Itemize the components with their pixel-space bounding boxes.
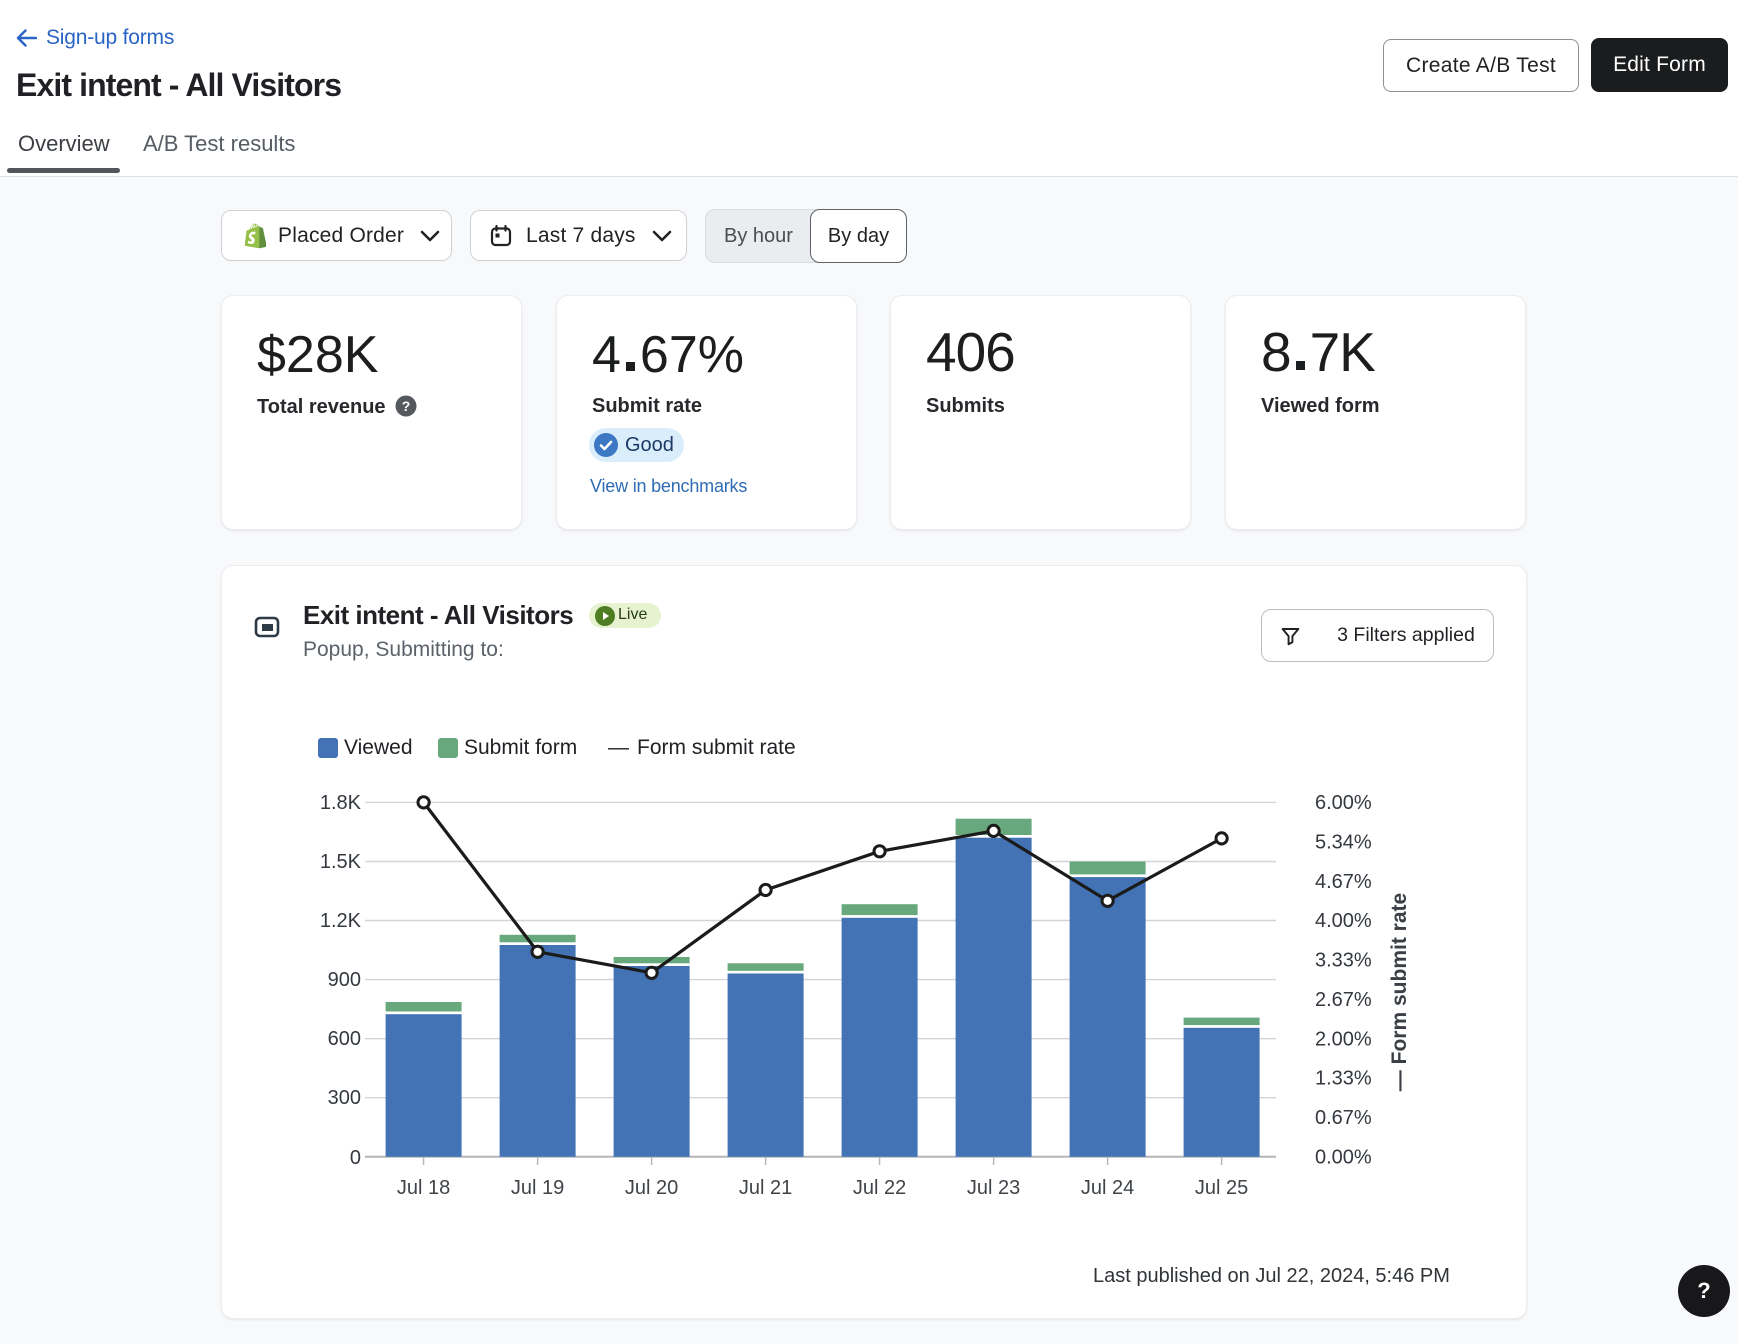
svg-text:Jul 22: Jul 22: [853, 1177, 906, 1199]
svg-text:1.33%: 1.33%: [1315, 1068, 1372, 1090]
svg-text:900: 900: [328, 969, 361, 991]
svg-text:5.34%: 5.34%: [1315, 831, 1372, 853]
svg-text:2.67%: 2.67%: [1315, 989, 1372, 1011]
svg-text:6.00%: 6.00%: [1315, 792, 1372, 814]
svg-text:Jul 19: Jul 19: [511, 1177, 564, 1199]
svg-text:Jul 24: Jul 24: [1081, 1177, 1134, 1199]
svg-text:2.00%: 2.00%: [1315, 1028, 1372, 1050]
svg-text:300: 300: [328, 1087, 361, 1109]
svg-text:3.33%: 3.33%: [1315, 950, 1372, 972]
svg-text:0: 0: [350, 1147, 361, 1169]
svg-text:1.2K: 1.2K: [320, 910, 362, 932]
svg-text:4.67%: 4.67%: [1315, 871, 1372, 893]
svg-text:1.8K: 1.8K: [320, 792, 362, 814]
svg-text:0.67%: 0.67%: [1315, 1107, 1372, 1129]
svg-text:Jul 25: Jul 25: [1195, 1177, 1248, 1199]
svg-text:4.00%: 4.00%: [1315, 910, 1372, 932]
svg-text:0.00%: 0.00%: [1315, 1147, 1372, 1169]
svg-text:1.5K: 1.5K: [320, 851, 362, 873]
svg-text:Jul 21: Jul 21: [739, 1177, 792, 1199]
svg-text:Jul 20: Jul 20: [625, 1177, 678, 1199]
svg-text:Jul 18: Jul 18: [397, 1177, 450, 1199]
svg-text:600: 600: [328, 1028, 361, 1050]
svg-text:— Form submit rate: — Form submit rate: [1388, 893, 1411, 1091]
svg-text:Jul 23: Jul 23: [967, 1177, 1020, 1199]
svg-text:?: ?: [402, 398, 411, 414]
